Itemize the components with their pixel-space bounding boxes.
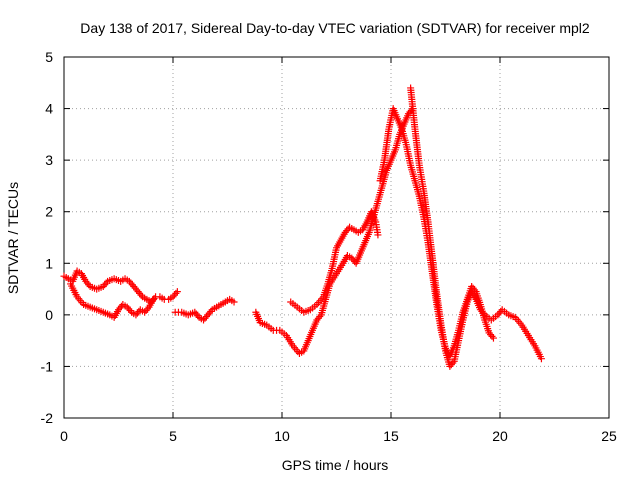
data-series [171,295,238,324]
data-series [287,208,382,316]
y-axis-label: SDTVAR / TECUs [5,182,21,294]
y-tick-label: 5 [45,49,53,65]
data-point [144,305,152,313]
y-tick-label: 4 [45,101,53,117]
data-point [537,355,545,363]
data-point [489,334,497,342]
y-tick-label: 2 [45,204,53,220]
data-point [230,298,238,306]
data-series [67,280,157,321]
x-tick-label: 0 [60,428,68,444]
data-marks-layer [60,84,545,370]
x-tick-label: 25 [601,428,617,444]
data-point [85,281,93,289]
y-tick-label: -2 [41,410,54,426]
y-tick-label: -1 [41,358,54,374]
data-point [149,295,157,303]
data-point [488,332,496,340]
x-tick-label: 5 [169,428,177,444]
y-tick-label: 0 [45,307,53,323]
y-tick-label: 3 [45,152,53,168]
data-point [137,291,145,299]
data-series [407,84,545,370]
data-point [102,279,110,287]
data-point [126,307,134,315]
x-tick-label: 10 [274,428,290,444]
data-point [316,313,324,321]
chart-title: Day 138 of 2017, Sidereal Day-to-day VTE… [80,20,590,36]
data-point [194,312,202,320]
tick-layer: 0 5 10 15 20 25 -2 -1 0 1 2 3 4 5 [41,49,617,444]
x-axis-label: GPS time / hours [282,457,389,473]
plot-frame [63,56,610,419]
data-point [479,309,487,317]
data-point [449,359,457,367]
y-tick-label: 1 [45,255,53,271]
data-point [374,231,382,239]
data-point [207,307,215,315]
x-tick-label: 15 [383,428,399,444]
data-point [173,288,181,296]
x-tick-label: 20 [492,428,508,444]
data-point [172,289,180,297]
